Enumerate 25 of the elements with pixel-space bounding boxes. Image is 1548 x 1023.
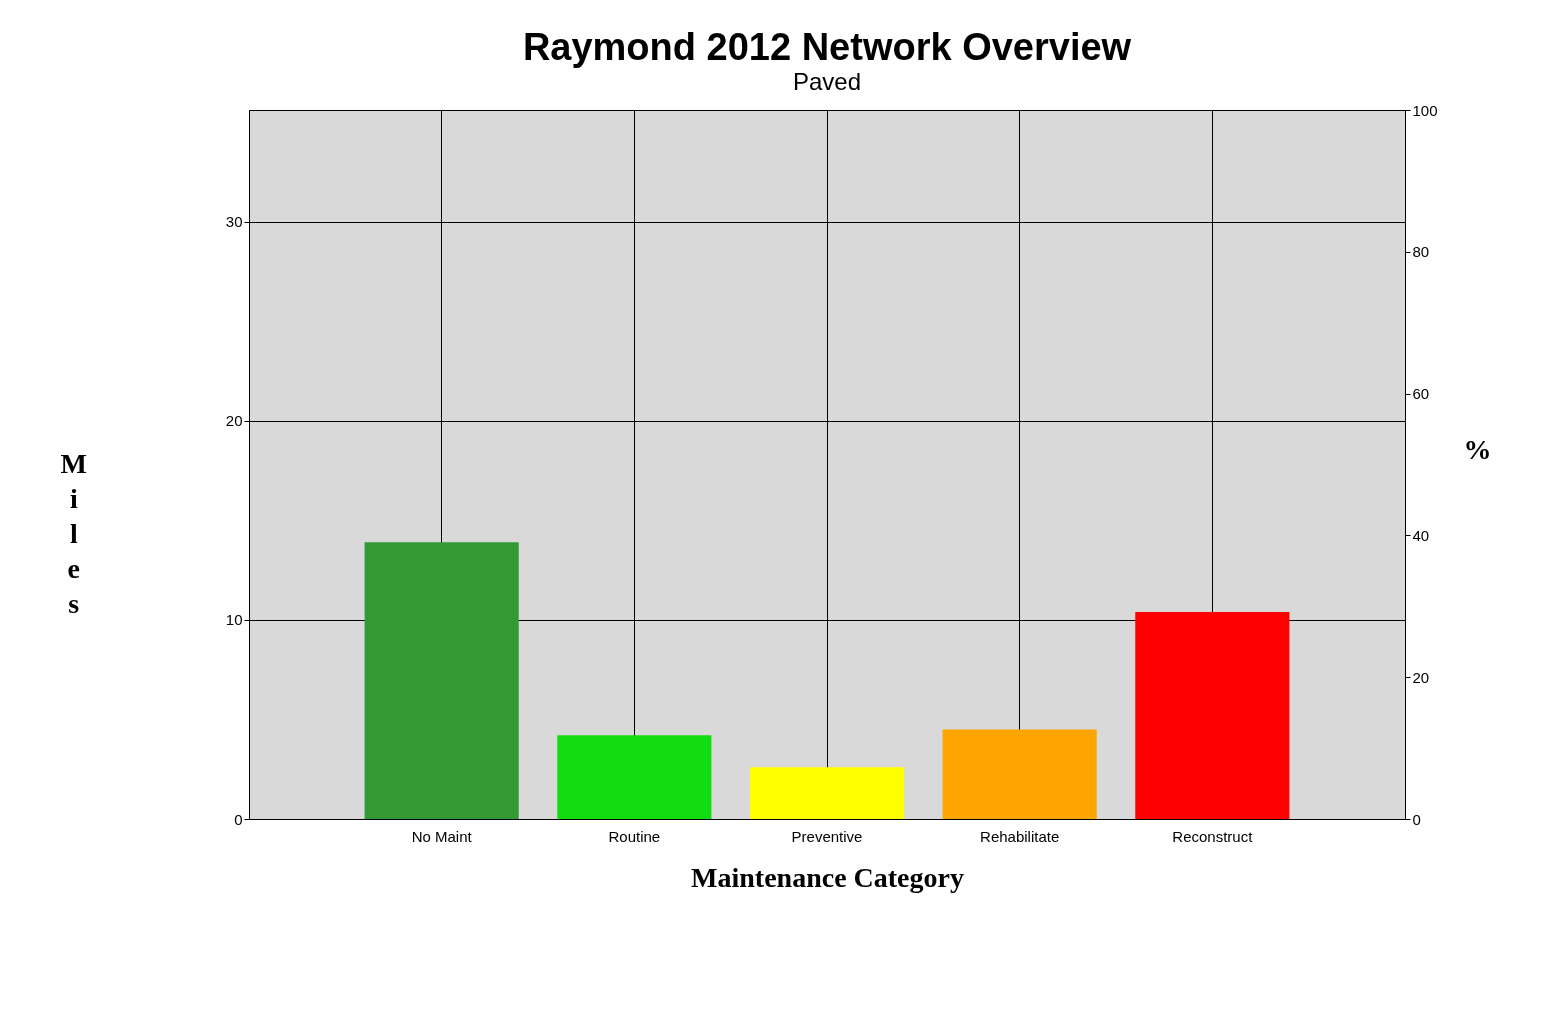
y-axis-title: Miles xyxy=(60,448,88,619)
y2-axis-title: % xyxy=(1463,434,1492,465)
y2-tick-label: 80 xyxy=(1412,243,1430,261)
chart-subtitle: Paved xyxy=(792,68,862,95)
x-tick-label: Preventive xyxy=(791,827,863,845)
y-tick-label: 10 xyxy=(225,611,243,629)
x-axis-title: Maintenance Category xyxy=(691,861,964,893)
x-tick-label: Reconstruct xyxy=(1172,827,1254,845)
x-tick-label: No Maint xyxy=(411,827,473,845)
bar xyxy=(557,735,712,819)
bar xyxy=(364,542,519,819)
y-tick-label: 20 xyxy=(225,412,243,430)
y2-tick-label: 0 xyxy=(1412,810,1421,828)
bar xyxy=(749,767,905,819)
x-tick-label: Routine xyxy=(608,827,661,845)
x-tick-label: Rehabilitate xyxy=(980,827,1060,845)
y2-tick-label: 60 xyxy=(1412,385,1430,403)
bar xyxy=(942,729,1097,819)
y-tick-label: 0 xyxy=(234,810,243,828)
y-tick-label: 30 xyxy=(225,213,243,231)
y2-tick-label: 100 xyxy=(1412,101,1438,119)
y2-tick-label: 20 xyxy=(1412,668,1430,686)
bar xyxy=(1135,611,1290,819)
y2-tick-label: 40 xyxy=(1412,526,1430,544)
chart-title: Raymond 2012 Network Overview xyxy=(522,26,1132,68)
